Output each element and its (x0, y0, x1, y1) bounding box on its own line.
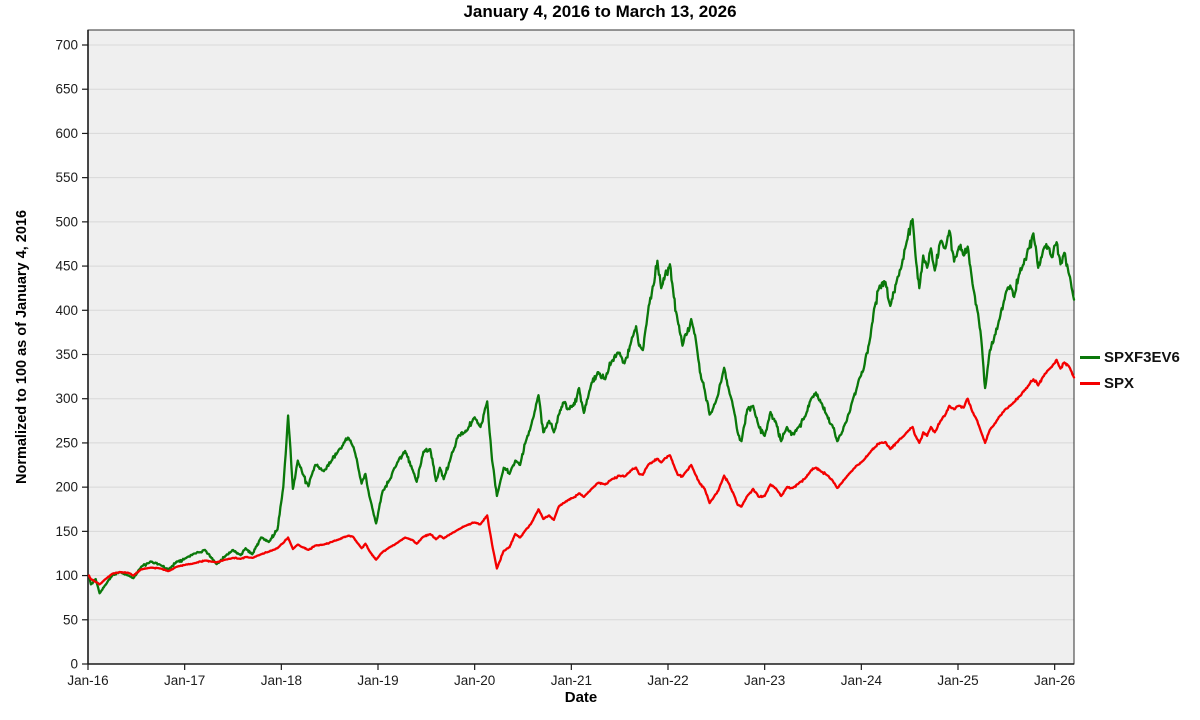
series-line-spxf3ev6 (87, 218, 1076, 595)
y-tick-label: 600 (55, 126, 78, 141)
x-tick-label: Jan-23 (744, 673, 785, 688)
chart-title: January 4, 2016 to March 13, 2026 (463, 2, 737, 21)
y-tick-label: 450 (55, 259, 78, 274)
legend-label-spx: SPX (1104, 375, 1135, 392)
x-tick-label: Jan-17 (164, 673, 205, 688)
y-tick-label: 550 (55, 170, 78, 185)
x-axis-title: Date (564, 689, 598, 706)
y-tick-label: 400 (55, 303, 78, 318)
spx-line-swatch-icon (1080, 381, 1100, 386)
x-tick-label: Jan-22 (647, 673, 688, 688)
plot-background (88, 30, 1074, 664)
legend-label-spxf3ev6: SPXF3EV6 (1104, 349, 1180, 366)
x-tick-label: Jan-18 (261, 673, 302, 688)
x-tick-label: Jan-25 (937, 673, 978, 688)
legend: SPXF3EV6 SPX (1080, 349, 1180, 392)
y-tick-label: 100 (55, 568, 78, 583)
y-tick-label: 0 (70, 657, 78, 672)
legend-item-spxf3ev6: SPXF3EV6 (1080, 349, 1180, 366)
y-tick-label: 150 (55, 524, 78, 539)
y-tick-label: 250 (55, 435, 78, 450)
y-tick-label: 200 (55, 480, 78, 495)
y-tick-label: 350 (55, 347, 78, 362)
legend-item-spx: SPX (1080, 375, 1180, 392)
y-tick-label: 300 (55, 391, 78, 406)
y-tick-label: 650 (55, 82, 78, 97)
x-tick-label: Jan-20 (454, 673, 495, 688)
x-tick-label: Jan-26 (1034, 673, 1075, 688)
spxf3ev6-line-swatch-icon (1080, 355, 1100, 360)
y-tick-label: 50 (63, 612, 78, 627)
x-tick-label: Jan-19 (357, 673, 398, 688)
y-tick-label: 500 (55, 214, 78, 229)
series-line-spx (87, 358, 1076, 586)
x-tick-label: Jan-16 (67, 673, 108, 688)
x-tick-label: Jan-24 (841, 673, 883, 688)
x-tick-label: Jan-21 (551, 673, 592, 688)
y-tick-label: 700 (55, 38, 78, 53)
